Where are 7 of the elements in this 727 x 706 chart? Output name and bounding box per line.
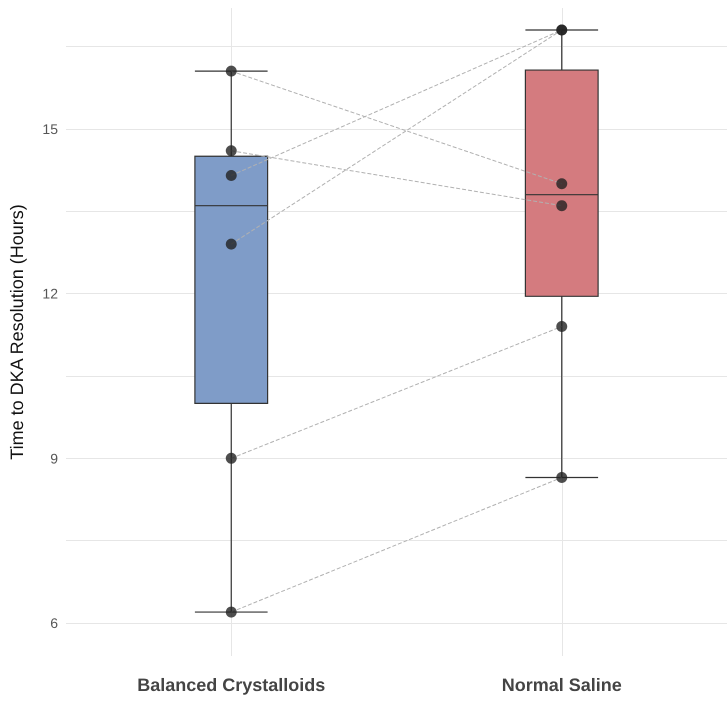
y-tick-label: 6: [50, 615, 58, 632]
y-tick-label: 12: [42, 286, 58, 302]
x-tick-label: Balanced Crystalloids: [137, 675, 326, 695]
y-axis-title: Time to DKA Resolution (Hours): [7, 204, 27, 460]
x-tick-label: Normal Saline: [502, 675, 622, 695]
y-tick-label: 15: [42, 120, 58, 137]
y-tick-label: 9: [50, 450, 58, 466]
